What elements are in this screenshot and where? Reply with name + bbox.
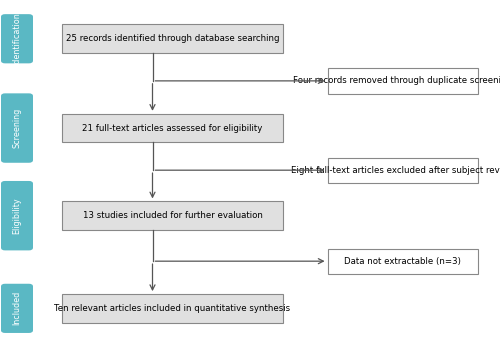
FancyBboxPatch shape xyxy=(62,114,282,142)
FancyBboxPatch shape xyxy=(62,25,282,53)
Text: 13 studies included for further evaluation: 13 studies included for further evaluati… xyxy=(82,211,262,220)
FancyBboxPatch shape xyxy=(328,158,478,183)
FancyBboxPatch shape xyxy=(1,14,33,63)
FancyBboxPatch shape xyxy=(1,93,33,163)
Text: 25 records identified through database searching: 25 records identified through database s… xyxy=(66,34,279,43)
FancyBboxPatch shape xyxy=(328,249,478,274)
FancyBboxPatch shape xyxy=(328,68,478,93)
Text: Data not extractable (n=3): Data not extractable (n=3) xyxy=(344,257,461,266)
Text: Eligibility: Eligibility xyxy=(12,197,22,234)
Text: Identification: Identification xyxy=(12,12,22,65)
FancyBboxPatch shape xyxy=(1,181,33,250)
Text: Eight full-text articles excluded after subject review: Eight full-text articles excluded after … xyxy=(291,166,500,175)
Text: Screening: Screening xyxy=(12,108,22,148)
Text: Included: Included xyxy=(12,291,22,326)
FancyBboxPatch shape xyxy=(1,284,33,333)
FancyBboxPatch shape xyxy=(62,294,282,323)
Text: Ten relevant articles included in quantitative synthesis: Ten relevant articles included in quanti… xyxy=(54,304,290,313)
Text: 21 full-text articles assessed for eligibility: 21 full-text articles assessed for eligi… xyxy=(82,124,262,132)
Text: Four records removed through duplicate screening: Four records removed through duplicate s… xyxy=(293,76,500,85)
FancyBboxPatch shape xyxy=(62,201,282,230)
